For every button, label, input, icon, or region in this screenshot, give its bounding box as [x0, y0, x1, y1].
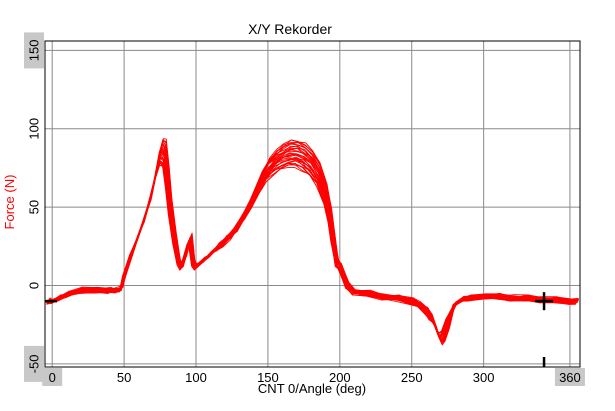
x-tick-label-background	[554, 368, 585, 386]
x-tick-label: 360	[559, 370, 581, 385]
force-trace	[46, 157, 577, 338]
force-trace	[47, 153, 577, 336]
force-trace	[46, 157, 577, 337]
y-tick-label: 50	[27, 200, 42, 214]
force-trace	[46, 160, 576, 334]
tick-labels: -50 0 50 100 150 0 50 100 150 200 250 300 360	[27, 40, 581, 385]
force-trace	[47, 151, 577, 339]
x-tick-label-background	[42, 368, 63, 386]
tick-label-backgrounds	[24, 32, 585, 386]
crosshair-cursor[interactable]	[45, 292, 554, 367]
y-axis-label: Force (N)	[2, 175, 17, 230]
force-trace	[46, 161, 576, 337]
x-tick-label: 100	[185, 370, 207, 385]
y-tick-label: 150	[27, 40, 42, 62]
x-tick-label: 250	[401, 370, 423, 385]
x-tick-label: 0	[49, 370, 56, 385]
y-tick-label: 100	[27, 118, 42, 140]
force-trace	[46, 160, 577, 337]
x-tick-label: 300	[473, 370, 495, 385]
force-trace	[46, 161, 576, 334]
force-trace	[48, 148, 578, 341]
force-trace	[49, 139, 579, 346]
y-tick-label-background	[24, 345, 44, 382]
force-trace	[47, 156, 577, 337]
x-tick-label: 200	[329, 370, 351, 385]
x-tick-label: 50	[117, 370, 131, 385]
y-tick-label: 0	[27, 282, 42, 289]
force-trace	[47, 154, 577, 340]
y-tick-label-background	[24, 32, 44, 69]
force-traces	[46, 138, 579, 346]
y-tick-label: -50	[27, 354, 42, 373]
force-trace	[46, 162, 576, 334]
grid-lines	[45, 41, 580, 367]
x-tick-label: 150	[257, 370, 279, 385]
force-trace	[46, 164, 576, 335]
plot-area-frame	[44, 40, 581, 368]
chart-title: X/Y Rekorder	[248, 21, 332, 37]
force-trace	[47, 151, 577, 339]
crosshair-marker[interactable]	[535, 292, 554, 311]
x-axis-label: CNT 0/Angle (deg)	[258, 381, 366, 396]
force-trace	[48, 143, 578, 342]
force-trace	[49, 138, 579, 345]
